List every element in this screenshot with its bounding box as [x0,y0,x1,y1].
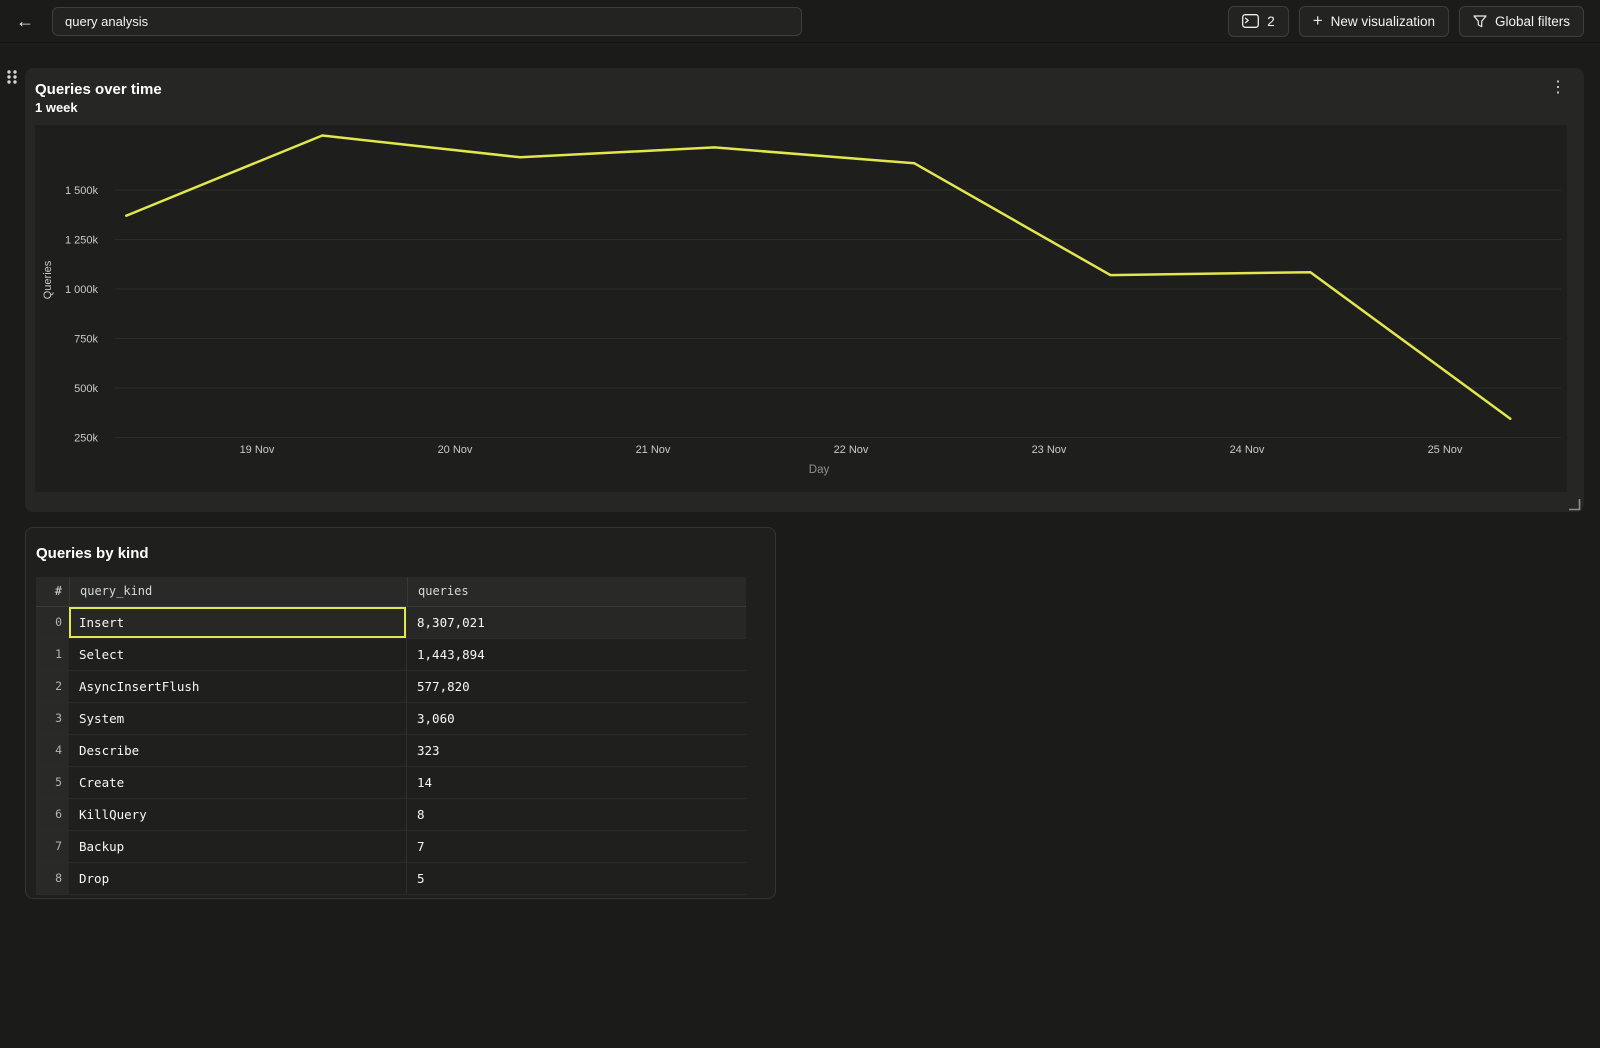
queries-value-cell[interactable]: 1,443,894 [417,647,485,662]
row-index-cell[interactable]: 6 [36,799,69,830]
table-row: 1 Select 1,443,894 [36,639,746,671]
row-index-cell[interactable]: 1 [36,639,69,670]
y-axis-title: Queries [42,260,54,299]
table-panel-queries-by-kind: Queries by kind # query_kind queries 0 In… [25,527,776,899]
dashboard-title-input[interactable] [52,6,802,36]
table-row: 4 Describe 323 [36,735,746,767]
y-tick-label: 1 500k [65,185,99,197]
sql-console-button[interactable]: 2 [1228,5,1289,37]
queries-value-cell[interactable]: 577,820 [417,679,470,694]
table-panel-title: Queries by kind [36,545,149,562]
row-index-cell[interactable]: 5 [36,767,69,798]
queries-value-cell[interactable]: 3,060 [417,711,455,726]
y-tick-label: 500k [74,383,98,395]
query-kind-cell[interactable]: AsyncInsertFlush [69,671,407,702]
y-tick-label: 250k [74,433,98,445]
table-row: 5 Create 14 [36,767,746,799]
queries-value-cell[interactable]: 14 [417,775,433,790]
console-count-badge: 2 [1267,13,1275,29]
panel-drag-handle-icon[interactable] [6,69,18,85]
col-header-query-kind[interactable]: query_kind [69,577,407,606]
queries-value-cell[interactable]: 5 [417,871,425,886]
query-kind-cell[interactable]: KillQuery [69,799,407,830]
queries-by-kind-table-body: 0 Insert 8,307,021 1 Select 1,443,894 2 AsyncIn… [36,607,746,895]
row-index-cell[interactable]: 2 [36,671,69,702]
query-kind-cell[interactable]: System [69,703,407,734]
y-tick-label: 1 250k [65,235,99,247]
x-tick-label: 19 Nov [240,444,275,456]
col-header-queries[interactable]: queries [407,577,746,606]
y-tick-label: 1 000k [65,284,99,296]
x-axis-title: Day [809,464,830,476]
table-row: 8 Drop 5 [36,863,746,895]
panel-menu-button[interactable]: ⋮ [1546,76,1570,100]
row-index-cell[interactable]: 0 [36,607,69,638]
queries-value-cell[interactable]: 323 [417,743,440,758]
queries-line-chart: 1 500k 1 250k 1 000k 750k 500k 250k 19 Nov 20 N… [35,125,1567,492]
table-row: 0 Insert 8,307,021 [36,607,746,639]
y-tick-label: 750k [74,334,98,346]
panel-resize-handle[interactable] [1568,498,1581,511]
table-row: 7 Backup 7 [36,831,746,863]
row-index-cell[interactable]: 4 [36,735,69,766]
back-arrow-icon: ← [16,11,34,31]
row-index-cell[interactable]: 8 [36,863,69,894]
series-line-queries [125,134,1512,420]
queries-value-cell[interactable]: 8 [417,807,425,822]
funnel-icon [1473,14,1487,27]
table-row: 3 System 3,060 [36,703,746,735]
console-icon [1242,14,1260,28]
query-kind-cell[interactable]: Describe [69,735,407,766]
queries-value-cell[interactable]: 7 [417,839,425,854]
back-button[interactable]: ← [16,12,40,30]
row-index-cell[interactable]: 7 [36,831,69,862]
chart-panel-subtitle: 1 week [35,100,78,115]
x-tick-label: 22 Nov [834,444,869,456]
chart-panel-queries-over-time: Queries over time 1 week ⋮ 1 500k 1 250k 1… [25,68,1584,512]
query-kind-cell[interactable]: Create [69,767,407,798]
global-filters-button[interactable]: Global filters [1458,5,1584,37]
topbar: ← 2 + New visualization Global filters [0,0,1600,43]
new-visualization-label: New visualization [1330,13,1435,29]
query-kind-cell[interactable]: Insert [69,607,407,638]
kebab-menu-icon: ⋮ [1550,79,1566,96]
x-tick-label: 20 Nov [438,444,473,456]
x-tick-label: 23 Nov [1032,444,1067,456]
table-row: 6 KillQuery 8 [36,799,746,831]
global-filters-label: Global filters [1494,13,1570,29]
row-index-cell[interactable]: 3 [36,703,69,734]
queries-value-cell[interactable]: 8,307,021 [417,615,485,630]
col-header-index[interactable]: # [54,584,62,598]
new-visualization-button[interactable]: + New visualization [1298,5,1449,37]
table-row: 2 AsyncInsertFlush 577,820 [36,671,746,703]
chart-panel-title: Queries over time [35,81,162,98]
x-tick-label: 24 Nov [1230,444,1265,456]
x-tick-label: 25 Nov [1428,444,1463,456]
x-tick-label: 21 Nov [636,444,671,456]
plus-icon: + [1312,11,1323,30]
table-header-row: # query_kind queries [36,577,746,607]
query-kind-cell[interactable]: Backup [69,831,407,862]
query-kind-cell[interactable]: Drop [69,863,407,894]
query-kind-cell[interactable]: Select [69,639,407,670]
results-table: # query_kind queries 0 Insert 8,307,021 1 Se… [36,577,746,895]
